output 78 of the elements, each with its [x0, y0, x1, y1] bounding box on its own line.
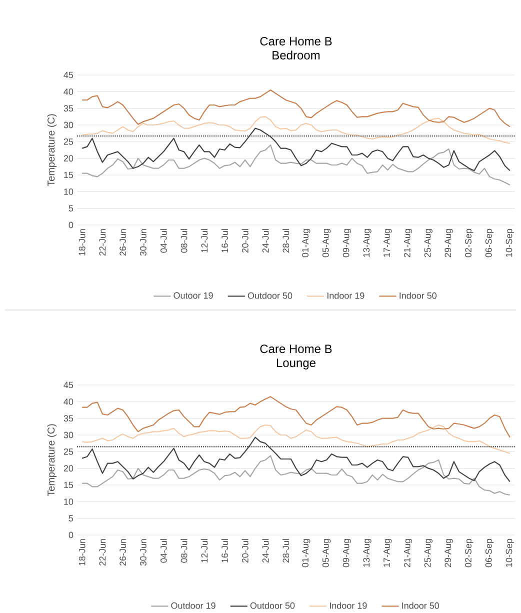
y-tick-label: 40	[64, 88, 74, 95]
y-tick-label: 35	[64, 415, 74, 422]
x-tick-label: 30-Jun	[140, 229, 146, 256]
x-tick-label: 06-Sep	[485, 228, 494, 258]
y-tick-label: 45	[64, 382, 74, 388]
x-tick-label: 20-Jul	[242, 229, 248, 253]
y-tick-label: 0	[68, 532, 74, 538]
x-tick-label: 21-Aug	[404, 229, 412, 258]
x-tick-label: 08-Jul	[180, 539, 188, 563]
x-tick-label: 10-Sep	[506, 228, 514, 257]
x-tick-label: 05-Aug	[322, 539, 331, 568]
y-tick-label: 5	[68, 205, 74, 212]
x-tick-label: 08-Jul	[180, 229, 188, 253]
legend-label: Indoor 50	[402, 602, 440, 609]
x-tick-label: 24-Jul	[262, 229, 269, 253]
x-tick-label: 13-Aug	[363, 229, 372, 257]
x-tick-label: 02-Sep	[465, 228, 474, 258]
x-tick-label: 17-Aug	[384, 229, 392, 257]
y-tick-label: 25	[64, 138, 74, 145]
chart-title: Care Home B	[260, 344, 332, 354]
x-tick-label: 26-Jun	[120, 539, 126, 566]
y-tick-label: 45	[64, 72, 74, 78]
x-tick-label: 12-Jul	[201, 539, 208, 562]
x-tick-label: 01-Aug	[302, 539, 310, 568]
y-axis-title: Temperature (C)	[47, 424, 57, 496]
x-tick-label: 20-Jul	[242, 539, 248, 563]
x-tick-label: 04-Jul	[160, 229, 167, 253]
x-tick-label: 29-Aug	[444, 229, 453, 258]
y-tick-label: 20	[64, 155, 74, 162]
y-tick-label: 25	[64, 448, 74, 455]
x-tick-label: 04-Jul	[160, 539, 167, 563]
chart-title: Care Home B	[260, 36, 332, 46]
x-tick-label: 02-Sep	[465, 538, 474, 568]
x-tick-label: 21-Aug	[404, 539, 412, 568]
x-tick-label: 28-Jul	[282, 229, 290, 253]
x-tick-label: 12-Jul	[201, 229, 208, 252]
legend-label: Outdoor 50	[250, 602, 295, 609]
y-tick-label: 5	[68, 515, 74, 522]
chart-subtitle: Lounge	[276, 358, 316, 370]
x-tick-label: 22-Jun	[99, 539, 106, 566]
y-tick-label: 30	[64, 122, 74, 128]
x-tick-label: 01-Aug	[302, 229, 310, 258]
x-tick-label: 18-Jun	[78, 229, 86, 256]
x-tick-label: 09-Aug	[342, 229, 351, 258]
x-tick-label: 25-Aug	[424, 229, 432, 258]
x-tick-label: 05-Aug	[322, 229, 331, 258]
x-tick-label: 09-Aug	[342, 539, 351, 568]
legend-label: Indoor 19	[327, 292, 364, 299]
x-tick-label: 18-Jun	[78, 539, 86, 566]
x-tick-label: 13-Aug	[363, 539, 372, 567]
x-tick-label: 06-Sep	[485, 538, 494, 568]
x-tick-label: 29-Aug	[444, 539, 453, 568]
x-tick-label: 26-Jun	[120, 229, 126, 256]
legend-label: Indoor 19	[330, 602, 367, 609]
chart-subtitle: Bedroom	[272, 50, 320, 60]
y-tick-label: 35	[64, 105, 74, 112]
x-tick-label: 17-Aug	[384, 539, 392, 567]
x-tick-label: 25-Aug	[424, 539, 432, 568]
x-tick-label: 24-Jul	[262, 539, 269, 563]
y-tick-label: 15	[64, 482, 74, 488]
y-tick-label: 20	[64, 465, 74, 472]
x-tick-label: 16-Jul	[221, 539, 228, 562]
legend-label: Outdoor 19	[171, 602, 216, 609]
legend-label: Indoor 50	[400, 292, 437, 299]
x-tick-label: 30-Jun	[140, 539, 146, 566]
x-tick-label: 22-Jun	[99, 229, 106, 256]
y-tick-label: 15	[64, 172, 74, 178]
legend-label: Outdoor 50	[248, 292, 292, 299]
y-tick-label: 10	[64, 188, 74, 195]
legend-label: Outoor 19	[174, 292, 213, 299]
y-tick-label: 0	[68, 222, 74, 228]
y-tick-label: 10	[64, 498, 74, 505]
y-tick-label: 40	[64, 398, 74, 405]
x-tick-label: 28-Jul	[282, 539, 290, 563]
x-tick-label: 16-Jul	[221, 229, 228, 252]
y-tick-label: 30	[64, 432, 74, 438]
y-axis-title: Temperature (C)	[47, 114, 57, 186]
x-tick-label: 10-Sep	[506, 538, 514, 567]
